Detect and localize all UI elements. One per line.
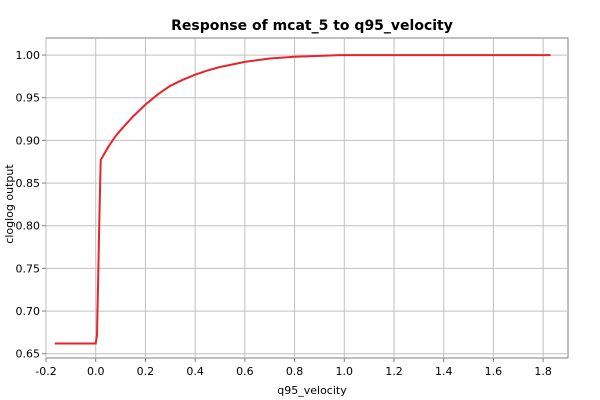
grid bbox=[45, 38, 568, 358]
y-tick-label: 0.90 bbox=[16, 134, 41, 147]
series-group bbox=[54, 54, 551, 345]
ticks: -0.2 0.0 0.2 0.4 0.6 0.8 1.0 1.2 1.4 1.6 1.8 0.65 0.… bbox=[16, 49, 552, 378]
y-tick-label: 0.75 bbox=[16, 262, 41, 275]
plot-area bbox=[45, 37, 569, 359]
x-tick-label: -0.2 bbox=[35, 365, 56, 378]
y-tick-label: 0.85 bbox=[16, 177, 41, 190]
y-tick-label: 1.00 bbox=[16, 49, 41, 62]
x-tick-label: 0.2 bbox=[137, 365, 155, 378]
x-tick-label: 1.0 bbox=[336, 365, 354, 378]
y-tick-label: 0.80 bbox=[16, 220, 41, 233]
x-tick-label: 1.2 bbox=[385, 365, 403, 378]
x-tick-label: 0.6 bbox=[236, 365, 254, 378]
y-tick-label: 0.95 bbox=[16, 92, 41, 105]
y-axis-label: cloglog output bbox=[3, 164, 16, 244]
y-tick-label: 0.70 bbox=[16, 305, 41, 318]
chart-title: Response of mcat_5 to q95_velocity bbox=[171, 18, 453, 34]
x-axis-label: q95_velocity bbox=[277, 384, 347, 397]
y-tick-label: 0.65 bbox=[16, 348, 41, 361]
x-tick-label: 1.6 bbox=[485, 365, 503, 378]
series-line bbox=[54, 54, 551, 345]
x-tick-label: 1.4 bbox=[435, 365, 453, 378]
x-tick-label: 1.8 bbox=[534, 365, 552, 378]
x-tick-label: 0.8 bbox=[286, 365, 304, 378]
x-tick-label: 0.0 bbox=[87, 365, 105, 378]
x-tick-label: 0.4 bbox=[186, 365, 204, 378]
